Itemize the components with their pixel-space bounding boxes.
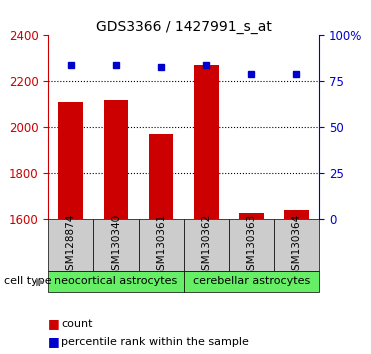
Bar [194,65,219,219]
Text: cell type: cell type [4,276,51,286]
Text: count: count [61,319,93,329]
Text: GSM130361: GSM130361 [156,213,166,277]
Bar [93,219,138,271]
Bar [104,100,128,219]
Text: percentile rank within the sample: percentile rank within the sample [61,337,249,347]
Bar [284,210,309,219]
Bar [48,271,184,292]
Bar [274,219,319,271]
Text: GSM128874: GSM128874 [66,213,76,277]
Bar [149,134,174,219]
Text: neocortical astrocytes: neocortical astrocytes [54,276,178,286]
Text: ■: ■ [48,335,60,348]
Title: GDS3366 / 1427991_s_at: GDS3366 / 1427991_s_at [96,21,272,34]
Text: cerebellar astrocytes: cerebellar astrocytes [193,276,310,286]
Text: GSM130364: GSM130364 [292,213,302,277]
Bar [239,212,264,219]
Bar [48,219,93,271]
Text: ■: ■ [48,318,60,330]
Text: ▶: ▶ [36,276,45,286]
Bar [58,102,83,219]
Bar [184,271,319,292]
Text: GSM130363: GSM130363 [246,213,256,277]
Text: GSM130340: GSM130340 [111,213,121,277]
Text: GSM130362: GSM130362 [201,213,211,277]
Bar [229,219,274,271]
Bar [138,219,184,271]
Bar [184,219,229,271]
